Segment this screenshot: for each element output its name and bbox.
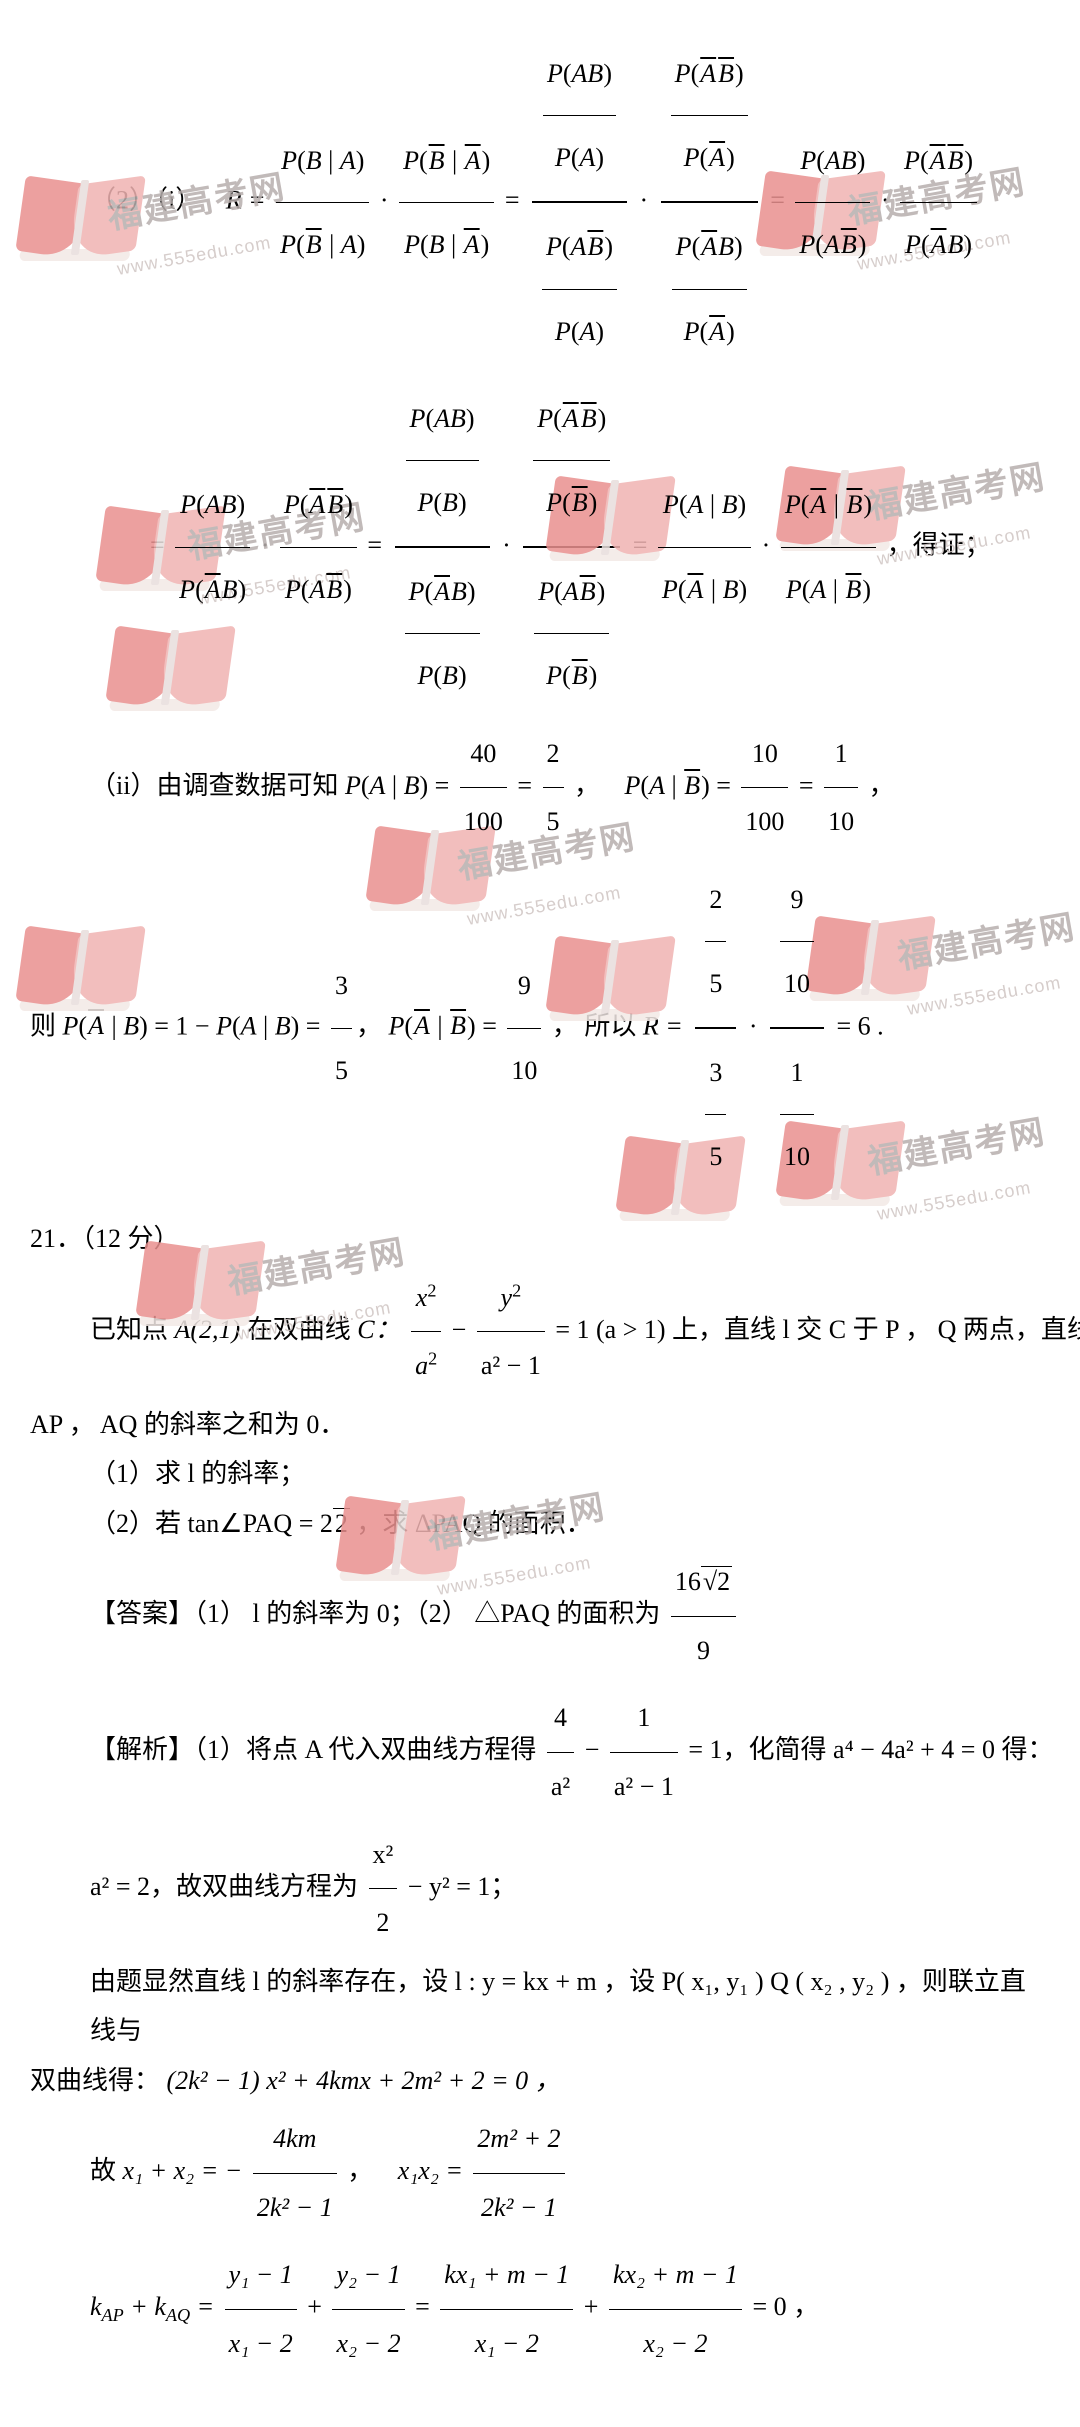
q21-slope-sum: kAP + kAQ = y₁ − 1x₁ − 2 + y₂ − 1x₂ − 2 … (30, 2241, 1050, 2377)
label-2i: （2）（i） (90, 185, 201, 214)
eq-R-derivation-1: （2）（i） R = P(B | A)P(B | A) · P(B | A)P(… (30, 30, 1050, 375)
eq-R-derivation-2: = P(AB)P(AB) · P(AB)P(AB) = P(AB)P(B) P(… (30, 375, 1050, 720)
q21-vieta: 故 x₁ + x₂ = − 4km2k² − 1 ， x₁x₂ = 2m² + … (30, 2105, 1050, 2241)
eq-survey-data: （ii）由调查数据可知 P(A | B) = 40100 = 25 ， P(A … (30, 720, 1050, 856)
q21-analysis-1: 【解析】（1）将点 A 代入双曲线方程得 4a² − 1a² − 1 = 1，化… (30, 1684, 1050, 1820)
q21-given: 已知点 A(2,1) 在双曲线 C： x2a2 − y2a² − 1 = 1 (… (30, 1264, 1050, 1400)
eq-therefore-R: 则 P(A | B) = 1 − P(A | B) = 35， P(A | B)… (30, 856, 1050, 1201)
q21-heading: 21．（12 分） (30, 1214, 1050, 1263)
q21-analysis-2: a² = 2，故双曲线方程为 x²2 − y² = 1； (30, 1821, 1050, 1957)
q21-answer: 【答案】（1） l 的斜率为 0；（2） △PAQ 的面积为 16√29 (30, 1548, 1050, 1684)
q21-sub2: （2）若 tan∠PAQ = 22 ，求 ΔPAQ 的面积． (30, 1499, 1050, 1548)
q21-analysis-4: 双曲线得： (2k² − 1) x² + 4kmx + 2m² + 2 = 0 … (30, 2056, 1050, 2105)
qed: ，得证； (887, 530, 991, 559)
q21-sub1: （1）求 l 的斜率； (30, 1449, 1050, 1498)
label-2ii: （ii）由调查数据可知 (90, 771, 345, 800)
q21-analysis-3: 由题显然直线 l 的斜率存在，设 l : y = kx + m ，设 P( x₁… (30, 1957, 1050, 2056)
q21-given-line2: AP ， AQ 的斜率之和为 0． (30, 1400, 1050, 1449)
R-equals: R = (226, 185, 266, 214)
